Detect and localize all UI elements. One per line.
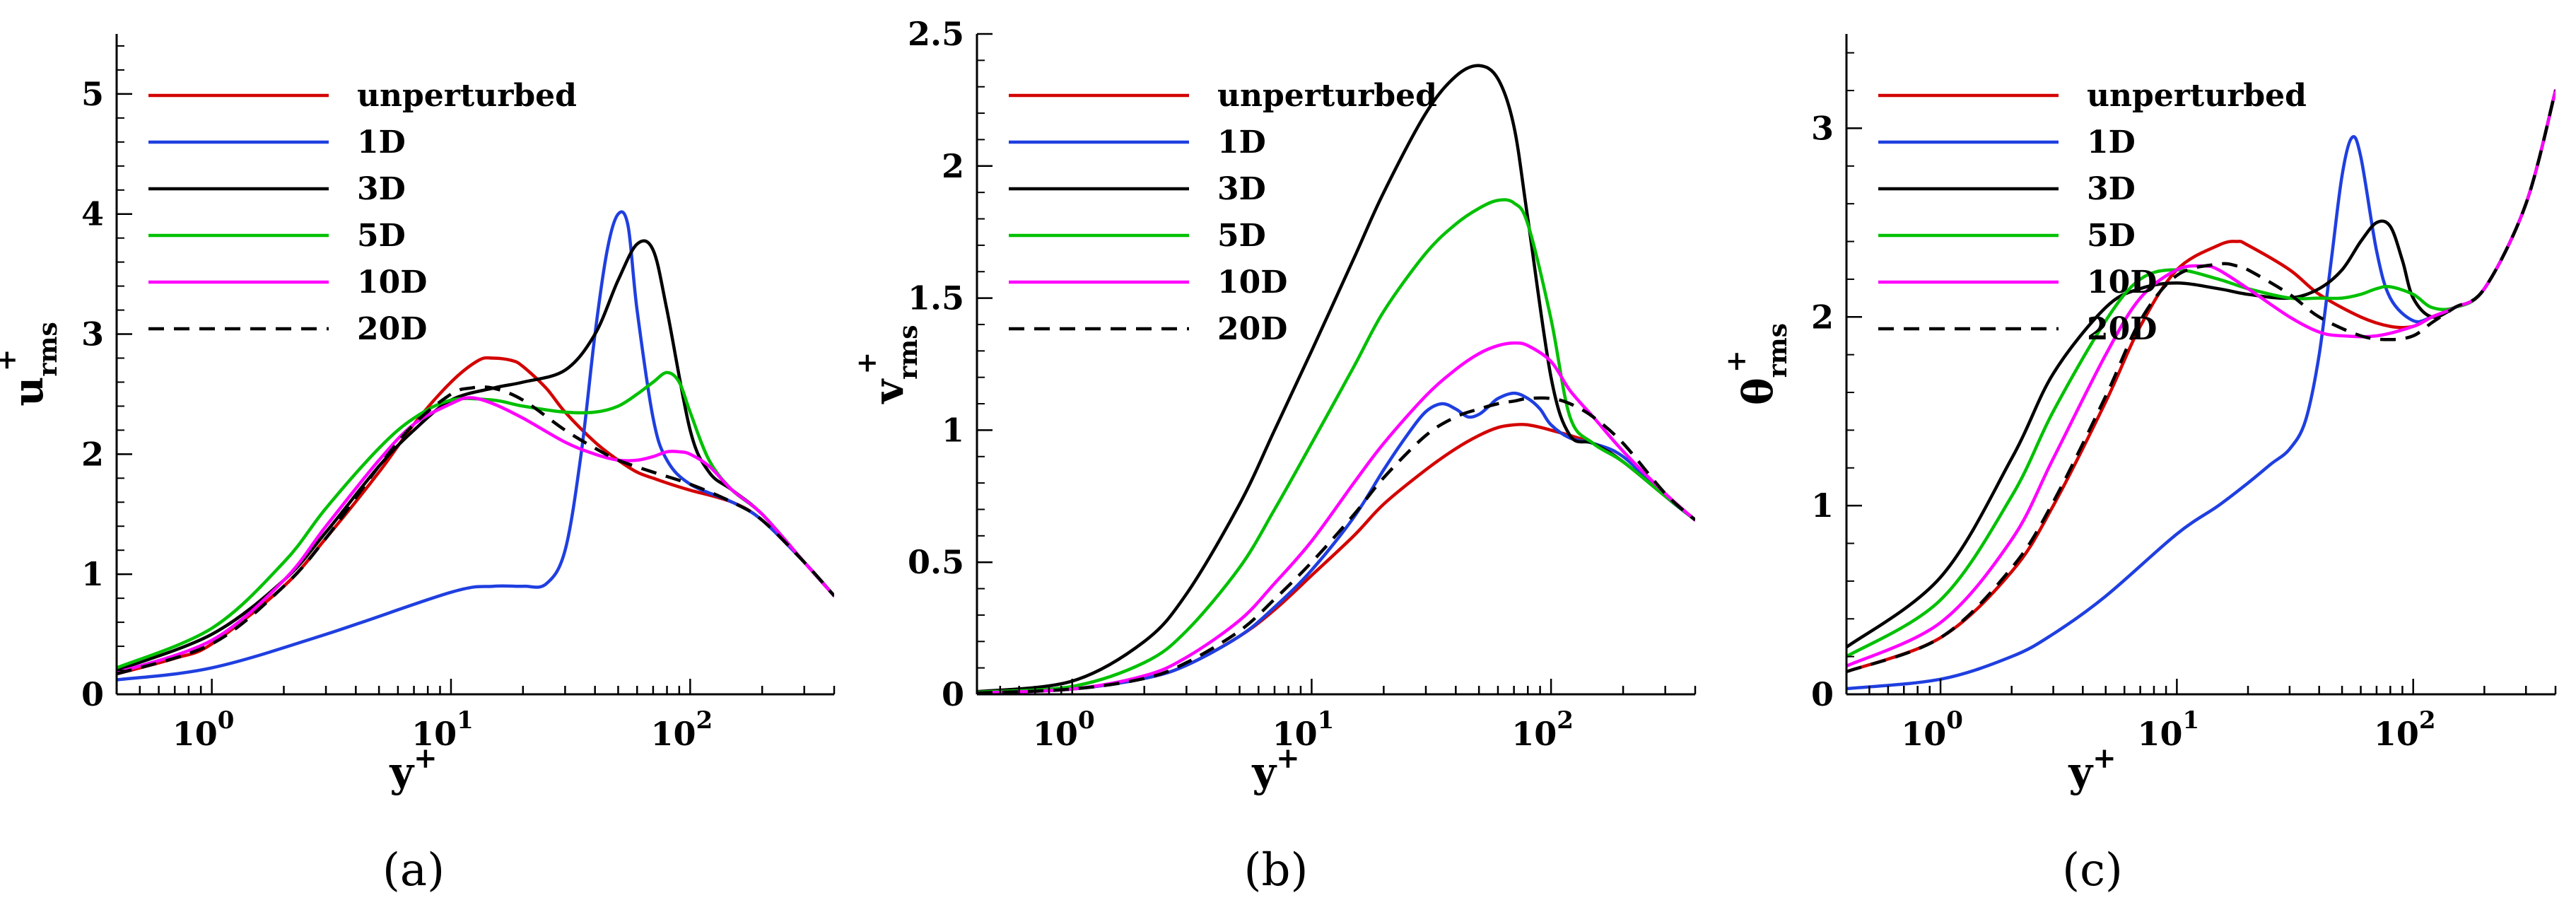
series-line-20d: [1846, 90, 2555, 674]
series-line-3d: [977, 64, 1695, 694]
y-tick-label: 2: [1811, 298, 1834, 336]
panel-3: 100 101 102 0 1 2 3 y+ θrms+ unperturbed 1D 3D 5D 10D…: [1720, 34, 2557, 897]
series-group: [1846, 88, 2555, 691]
series-line-10d: [1846, 88, 2555, 668]
panel-label: (b): [1244, 844, 1309, 897]
legend-label: 3D: [357, 171, 406, 207]
x-tick-label: 101: [411, 706, 474, 753]
y-tick-label: 0: [81, 675, 104, 713]
y-tick-label: 1: [942, 411, 964, 449]
legend-label: 10D: [357, 264, 427, 300]
legend-label: 20D: [2087, 311, 2157, 347]
legend-label: 3D: [1217, 171, 1266, 207]
panel-label: (a): [382, 844, 445, 897]
legend-label: 5D: [1217, 218, 1266, 254]
y-tick-label: 1: [1811, 486, 1834, 525]
legend: unperturbed 1D 3D 5D 10D 20D: [1009, 78, 1437, 347]
legend-label: 5D: [357, 218, 406, 254]
y-tick-label: 4: [81, 195, 104, 233]
x-axis-title: y+: [1251, 742, 1299, 796]
x-tick-label: 102: [2374, 706, 2436, 753]
series-line-10d: [117, 396, 834, 675]
y-tick-label: 2: [81, 435, 104, 473]
panel-label: (c): [2062, 844, 2123, 897]
legend-label: 10D: [1217, 264, 1287, 300]
legend-label: 20D: [1217, 311, 1287, 347]
legend-label: 1D: [2087, 124, 2136, 160]
legend-label: 1D: [357, 124, 406, 160]
y-axis-title: urms+: [0, 322, 63, 407]
series-line-3d: [117, 239, 834, 672]
y-tick-label: 3: [1811, 109, 1834, 147]
series-line-1d: [977, 391, 1695, 694]
x-tick-label: 100: [172, 706, 235, 753]
legend-label: 1D: [1217, 124, 1266, 160]
x-tick-label: 100: [1033, 706, 1095, 753]
y-tick-label: 1: [81, 555, 104, 593]
legend-label: unperturbed: [2087, 78, 2307, 114]
legend: unperturbed 1D 3D 5D 10D 20D: [148, 78, 577, 347]
series-line-5d: [117, 370, 834, 670]
y-tick-label: 0.5: [908, 543, 964, 581]
series-line-1d: [1846, 88, 2555, 691]
legend-label: unperturbed: [357, 78, 577, 114]
x-tick-label: 101: [1272, 706, 1335, 753]
x-tick-label: 100: [1901, 706, 1963, 753]
series-line-5d: [1846, 88, 2555, 658]
series-line-5d: [977, 198, 1695, 694]
legend-label: 20D: [357, 311, 427, 347]
y-axis-title: vrms+: [850, 325, 923, 404]
panel-2: 100 101 102 0 0.5 1 1.5 2 2.5 y+ vrms+ unperturbed 1…: [850, 15, 1697, 897]
legend-label: 5D: [2087, 218, 2136, 254]
legend-label: 10D: [2087, 264, 2157, 300]
legend-label: 3D: [2087, 171, 2136, 207]
x-tick-label: 102: [650, 706, 713, 753]
y-tick-label: 0: [1811, 675, 1834, 713]
legend-label: unperturbed: [1217, 78, 1437, 114]
series-group: [117, 210, 834, 682]
y-tick-label: 3: [81, 315, 104, 354]
series-line-unperturbed: [977, 422, 1695, 694]
x-axis-title: y+: [2068, 742, 2116, 796]
y-tick-label: 0: [942, 675, 964, 713]
y-tick-label: 5: [81, 75, 104, 113]
x-tick-label: 101: [2138, 706, 2200, 753]
series-line-10d: [977, 341, 1695, 694]
y-tick-label: 1.5: [908, 279, 964, 317]
series-line-20d: [977, 396, 1695, 694]
y-axis-title: θrms+: [1720, 323, 1793, 405]
legend: unperturbed 1D 3D 5D 10D 20D: [1878, 78, 2307, 347]
series-line-3d: [1846, 88, 2555, 649]
x-tick-label: 102: [1511, 706, 1574, 753]
panel-1: 100 101 102 0 1 2 3 4 5 y+ urms+ unperturbed 1D 3D 5D 1…: [0, 34, 836, 897]
x-axis-title: y+: [389, 742, 437, 796]
y-tick-label: 2: [942, 147, 964, 185]
y-tick-label: 2.5: [908, 15, 964, 53]
series-group: [977, 64, 1695, 694]
